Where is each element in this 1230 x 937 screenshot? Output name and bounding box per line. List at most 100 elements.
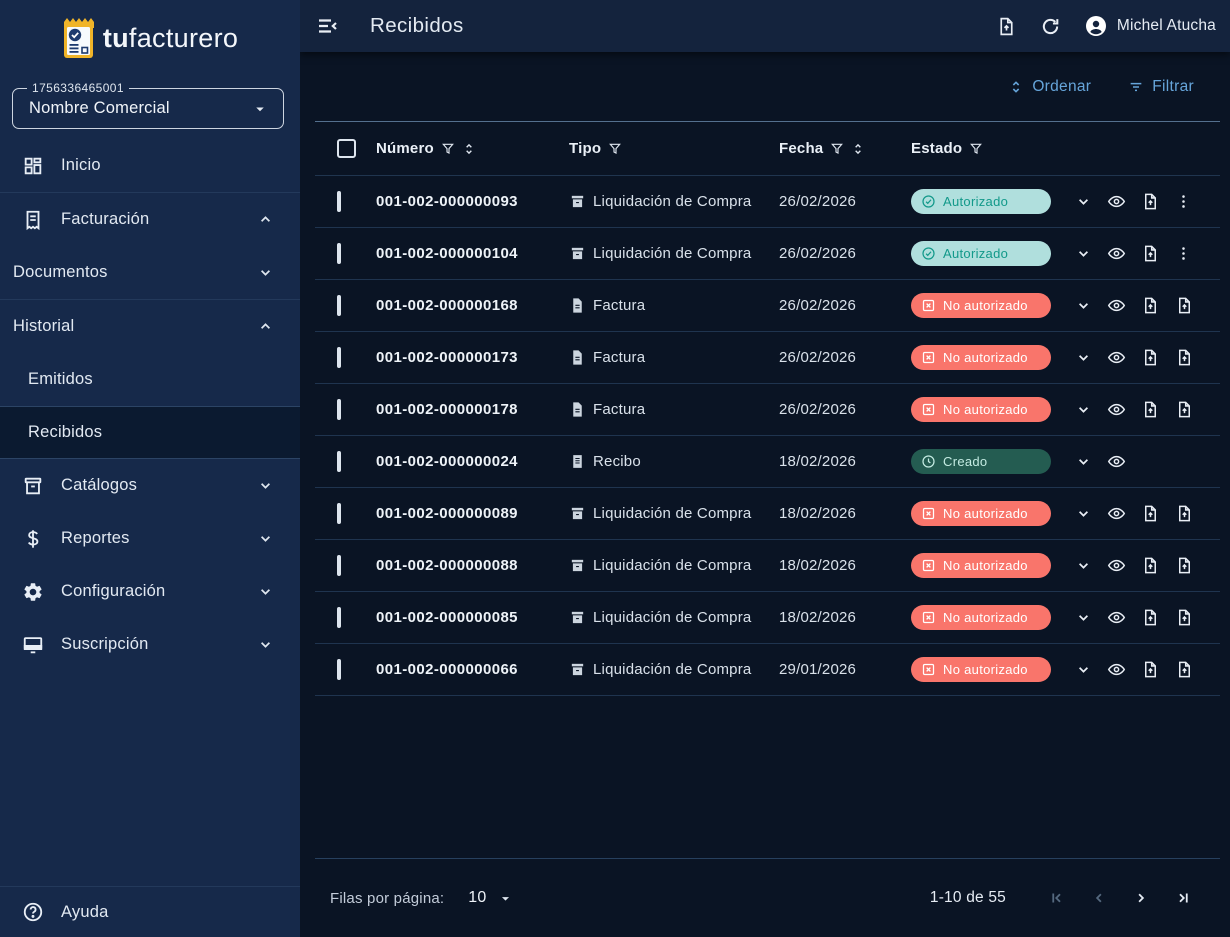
file-export-button[interactable] bbox=[1175, 660, 1194, 679]
chevron-down-button[interactable] bbox=[1075, 505, 1092, 522]
chevron-down-button[interactable] bbox=[1075, 453, 1092, 470]
funnel-filter-icon[interactable] bbox=[830, 142, 844, 156]
sidebar-item-suscripcion[interactable]: Suscripción bbox=[0, 618, 300, 671]
file-export-button[interactable] bbox=[1141, 660, 1160, 679]
first-page-icon bbox=[1048, 889, 1066, 907]
chevron-down-button[interactable] bbox=[1075, 557, 1092, 574]
x-square-icon bbox=[921, 298, 936, 313]
eye-icon bbox=[1107, 296, 1126, 315]
row-checkbox[interactable] bbox=[337, 398, 341, 420]
x-square-icon bbox=[921, 350, 936, 365]
sidebar-item-documentos[interactable]: Documentos bbox=[0, 246, 300, 299]
file-export-button[interactable] bbox=[1175, 608, 1194, 627]
row-checkbox[interactable] bbox=[337, 502, 341, 524]
chevron-down-button[interactable] bbox=[1075, 401, 1092, 418]
eye-icon bbox=[1107, 660, 1126, 679]
row-actions bbox=[1075, 660, 1210, 679]
kebab-menu-button[interactable] bbox=[1175, 193, 1192, 210]
sidebar-item-label: Facturación bbox=[61, 210, 150, 228]
status-badge: No autorizado bbox=[911, 605, 1051, 630]
file-export-icon bbox=[1141, 296, 1160, 315]
refresh-button[interactable] bbox=[1040, 16, 1061, 37]
sidebar-item-emitidos[interactable]: Emitidos bbox=[0, 353, 300, 406]
sidebar-item-recibidos[interactable]: Recibidos bbox=[0, 406, 300, 459]
next-page-button[interactable] bbox=[1132, 889, 1150, 907]
status-badge: Creado bbox=[911, 449, 1051, 474]
row-checkbox[interactable] bbox=[337, 190, 341, 212]
eye-button[interactable] bbox=[1107, 192, 1126, 211]
file-export-button[interactable] bbox=[1141, 348, 1160, 367]
file-export-button[interactable] bbox=[1141, 504, 1160, 523]
row-checkbox[interactable] bbox=[337, 450, 341, 472]
previous-page-button[interactable] bbox=[1090, 889, 1108, 907]
sidebar-item-ayuda[interactable]: Ayuda bbox=[0, 887, 300, 937]
eye-icon bbox=[1107, 244, 1126, 263]
row-checkbox[interactable] bbox=[337, 606, 341, 628]
funnel-filter-icon[interactable] bbox=[608, 142, 622, 156]
file-export-button[interactable] bbox=[1175, 556, 1194, 575]
chevron-down-button[interactable] bbox=[1075, 193, 1092, 210]
eye-button[interactable] bbox=[1107, 400, 1126, 419]
file-export-button[interactable] bbox=[1175, 504, 1194, 523]
unfold-sort-icon[interactable] bbox=[851, 142, 865, 156]
funnel-filter-icon[interactable] bbox=[969, 142, 983, 156]
table-row: 001-002-000000178 Factura 26/02/2026 No aut… bbox=[315, 384, 1220, 436]
sidebar-item-facturacion[interactable]: Facturación bbox=[0, 193, 300, 246]
sidebar-item-inicio[interactable]: Inicio bbox=[0, 139, 300, 192]
file-export-button[interactable] bbox=[1141, 296, 1160, 315]
sort-button[interactable]: Ordenar bbox=[1008, 78, 1091, 96]
sidebar-item-configuracion[interactable]: Configuración bbox=[0, 565, 300, 618]
chevron-down-button[interactable] bbox=[1075, 609, 1092, 626]
filter-button-label: Filtrar bbox=[1152, 77, 1194, 95]
row-checkbox[interactable] bbox=[337, 554, 341, 576]
collapse-sidebar-button[interactable] bbox=[315, 14, 339, 38]
chevron-down-button[interactable] bbox=[1075, 349, 1092, 366]
sidebar-item-catalogos[interactable]: Catálogos bbox=[0, 459, 300, 512]
row-checkbox[interactable] bbox=[337, 242, 341, 264]
eye-button[interactable] bbox=[1107, 504, 1126, 523]
chevron-down-button[interactable] bbox=[1075, 661, 1092, 678]
row-checkbox[interactable] bbox=[337, 346, 341, 368]
file-export-button[interactable] bbox=[1175, 400, 1194, 419]
eye-button[interactable] bbox=[1107, 296, 1126, 315]
status-label: No autorizado bbox=[943, 350, 1028, 365]
check-circle-icon bbox=[921, 246, 936, 261]
filter-button[interactable]: Filtrar bbox=[1128, 78, 1194, 96]
kebab-menu-button[interactable] bbox=[1175, 245, 1192, 262]
company-select[interactable]: 1756336465001 Nombre Comercial bbox=[12, 81, 284, 129]
chevron-down-button[interactable] bbox=[1075, 245, 1092, 262]
eye-button[interactable] bbox=[1107, 608, 1126, 627]
file-export-button[interactable] bbox=[1141, 400, 1160, 419]
eye-button[interactable] bbox=[1107, 244, 1126, 263]
eye-button[interactable] bbox=[1107, 348, 1126, 367]
file-export-button[interactable] bbox=[1141, 244, 1160, 263]
import-document-button[interactable] bbox=[996, 16, 1017, 37]
funnel-filter-icon[interactable] bbox=[441, 142, 455, 156]
status-badge: No autorizado bbox=[911, 553, 1051, 578]
row-checkbox[interactable] bbox=[337, 658, 341, 680]
sidebar-item-reportes[interactable]: Reportes bbox=[0, 512, 300, 565]
column-header-estado: Estado bbox=[911, 140, 963, 157]
file-export-button[interactable] bbox=[1141, 608, 1160, 627]
chevron-left-icon bbox=[1090, 889, 1108, 907]
eye-button[interactable] bbox=[1107, 660, 1126, 679]
sidebar-item-historial[interactable]: Historial bbox=[0, 300, 300, 353]
chevron-down-icon bbox=[1075, 297, 1092, 314]
document-date: 26/02/2026 bbox=[779, 297, 857, 314]
file-export-button[interactable] bbox=[1141, 192, 1160, 211]
rows-per-page-select[interactable]: 10 bbox=[468, 889, 513, 907]
row-checkbox[interactable] bbox=[337, 294, 341, 316]
user-menu[interactable]: Michel Atucha bbox=[1084, 14, 1216, 38]
last-page-button[interactable] bbox=[1174, 889, 1192, 907]
eye-button[interactable] bbox=[1107, 556, 1126, 575]
account-circle-icon bbox=[1084, 14, 1108, 38]
file-export-button[interactable] bbox=[1175, 348, 1194, 367]
unfold-sort-icon[interactable] bbox=[462, 142, 476, 156]
select-all-checkbox[interactable] bbox=[337, 139, 356, 158]
document-type-label: Liquidación de Compra bbox=[593, 661, 752, 678]
eye-button[interactable] bbox=[1107, 452, 1126, 471]
first-page-button[interactable] bbox=[1048, 889, 1066, 907]
file-export-button[interactable] bbox=[1141, 556, 1160, 575]
chevron-down-button[interactable] bbox=[1075, 297, 1092, 314]
file-export-button[interactable] bbox=[1175, 296, 1194, 315]
